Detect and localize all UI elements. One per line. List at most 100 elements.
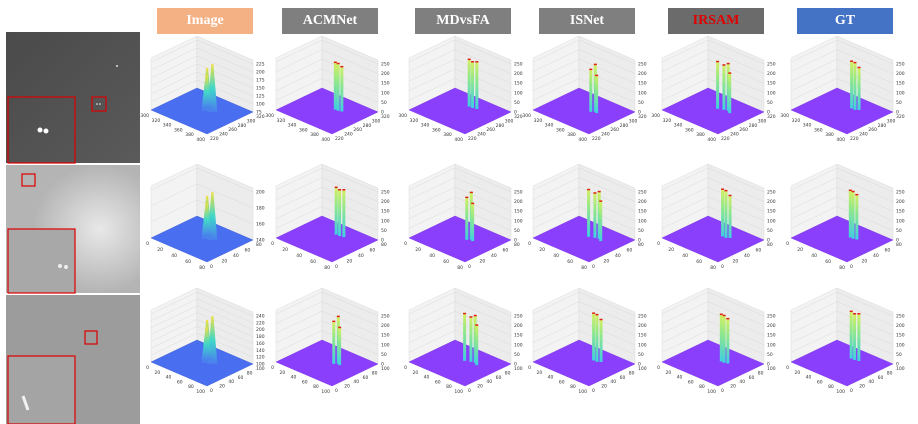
x-tick-label: 40 — [806, 375, 812, 381]
z-tick-label: 100 — [896, 90, 905, 96]
grid-line — [532, 330, 636, 355]
surface-peak — [728, 194, 732, 238]
grid-line — [790, 310, 894, 336]
y-tick-label: 60 — [756, 248, 762, 254]
y-tick-label: 100 — [381, 366, 390, 372]
grid-line — [275, 206, 379, 231]
y-tick-label: 100 — [638, 366, 647, 372]
x-tick-label: 40 — [291, 375, 297, 381]
z-tick-label: 200 — [514, 199, 523, 205]
grid-line — [408, 320, 512, 345]
surface-peak — [587, 188, 591, 237]
x-tick-label: 0 — [786, 241, 789, 247]
z-tick-label: 100 — [767, 342, 776, 348]
surface — [275, 215, 379, 263]
y-tick-label: 240 — [219, 132, 228, 138]
y-tick-label: 40 — [610, 379, 616, 385]
surface-peak — [599, 200, 603, 242]
grid-line — [532, 58, 636, 84]
grid-line — [790, 49, 894, 74]
surface-peak-top — [728, 194, 732, 197]
y-tick-label: 40 — [615, 253, 621, 259]
x-tick-label: 340 — [803, 123, 812, 129]
surface-peak-top — [342, 189, 346, 191]
grid-line — [150, 55, 254, 81]
grid-line — [408, 206, 512, 231]
z-tick-label: 240 — [256, 314, 265, 320]
grid-line — [275, 177, 379, 202]
surface — [790, 215, 894, 263]
surface-peak-top — [338, 189, 342, 191]
surface-peak — [857, 66, 861, 110]
grid-line — [150, 167, 254, 193]
grid-line — [150, 79, 254, 105]
x-tick-label: 80 — [313, 384, 319, 390]
z-tick-label: 50 — [381, 228, 387, 234]
y-tick-label: 80 — [896, 242, 902, 248]
surface-peak-top — [722, 64, 726, 66]
y-tick-label: 260 — [868, 127, 877, 133]
grid-line — [408, 177, 512, 202]
surface — [275, 339, 379, 387]
y-tick-label: 40 — [739, 379, 745, 385]
x-tick-label: 400 — [707, 137, 716, 143]
surface — [150, 215, 254, 263]
surface-peak-top — [597, 190, 601, 193]
x-tick-label: 320 — [410, 118, 419, 124]
grid-line — [532, 196, 636, 221]
x-tick-label: 60 — [688, 379, 694, 385]
surface-peak-top — [857, 66, 861, 69]
z-tick-label: 50 — [514, 228, 520, 234]
z-tick-label: 200 — [256, 190, 265, 196]
y-tick-label: 260 — [228, 127, 237, 133]
y-tick-label: 20 — [604, 259, 610, 265]
x-tick-label: 360 — [814, 127, 823, 133]
y-tick-label: 280 — [620, 123, 629, 129]
z-tick-label: 250 — [638, 314, 647, 320]
grid-line — [408, 78, 512, 103]
surface — [532, 87, 636, 135]
z-tick-label: 100 — [896, 342, 905, 348]
z-tick-label: 250 — [381, 62, 390, 68]
x-tick-label: 20 — [797, 247, 803, 253]
surface-peak — [333, 61, 337, 110]
grid-line — [790, 177, 894, 202]
x-tick-label: 300 — [140, 113, 149, 119]
surface-peak-top — [333, 61, 337, 64]
y-tick-label: 60 — [503, 248, 509, 254]
surface-peak-top — [851, 190, 855, 193]
z-tick-label: 100 — [767, 218, 776, 224]
z-tick-label: 150 — [767, 333, 776, 339]
y-tick-label: 40 — [868, 379, 874, 385]
surface — [532, 215, 636, 263]
x-tick-label: 80 — [828, 384, 834, 390]
z-tick-label: 150 — [381, 209, 390, 215]
x-tick-label: 320 — [663, 118, 672, 124]
surface — [408, 87, 512, 135]
surface-peak — [848, 189, 852, 238]
surface-peak — [473, 314, 477, 363]
surface-peak-top — [853, 313, 857, 315]
surface-peak — [716, 60, 720, 109]
grid-line — [275, 68, 379, 93]
surface — [275, 87, 379, 135]
x-tick-label: 360 — [685, 127, 694, 133]
surface-peak — [471, 202, 475, 242]
y-tick-label: 0 — [721, 388, 724, 394]
grid-line — [150, 326, 254, 351]
grid-line — [661, 58, 765, 84]
y-tick-label: 220 — [721, 136, 730, 142]
x-tick-label: 20 — [279, 370, 285, 376]
x-tick-label: 80 — [457, 265, 463, 271]
x-tick-label: 360 — [432, 127, 441, 133]
z-tick-label: 250 — [896, 62, 905, 68]
z-tick-label: 50 — [514, 100, 520, 106]
grid-line — [532, 177, 636, 202]
z-tick-label: 250 — [767, 62, 776, 68]
x-tick-label: 0 — [271, 241, 274, 247]
grid-line — [532, 301, 636, 326]
y-tick-label: 240 — [344, 132, 353, 138]
z-tick-label: 150 — [514, 81, 523, 87]
y-tick-label: 20 — [347, 259, 353, 265]
